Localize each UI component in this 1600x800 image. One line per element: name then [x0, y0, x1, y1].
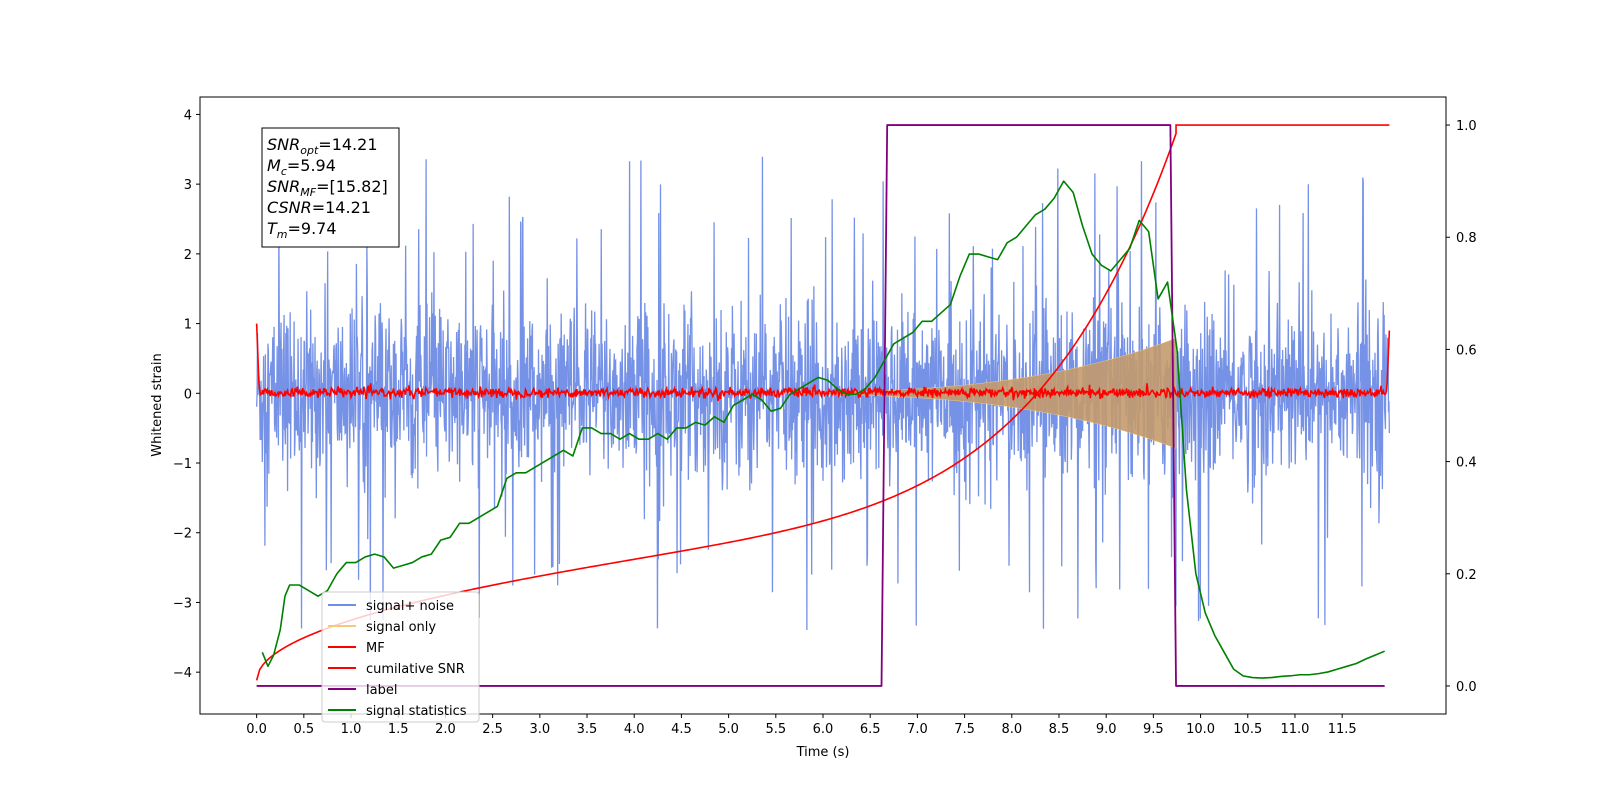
x-tick-label: 2.5 [482, 722, 503, 737]
annotation-line: SNRMF=[15.82] [267, 177, 388, 199]
x-tick-label: 7.5 [954, 722, 975, 737]
y2-tick-label: 0.8 [1456, 231, 1477, 246]
x-tick-label: 8.5 [1049, 722, 1070, 737]
y2-tick-label: 0.4 [1456, 456, 1477, 471]
annotation-box [261, 127, 400, 248]
y-tick-label: 4 [184, 108, 192, 123]
y2-tick-label: 0.6 [1456, 343, 1477, 358]
y-tick-label: −4 [173, 666, 192, 681]
y-tick-label: −2 [173, 527, 192, 542]
legend-entry: cumilative SNR [366, 662, 465, 677]
y2-tick-label: 0.0 [1456, 680, 1477, 695]
annotation-line: CSNR=14.21 [267, 198, 371, 217]
series-signal-noise [255, 156, 1391, 630]
series-mf [255, 323, 1391, 402]
annotation-line: Mc=5.94 [267, 156, 336, 178]
x-tick-label: 5.5 [765, 722, 786, 737]
x-tick-label: 4.0 [624, 722, 645, 737]
x-tick-label: 11.5 [1328, 722, 1357, 737]
x-tick-label: 8.0 [1001, 722, 1022, 737]
x-tick-label: 0.5 [293, 722, 314, 737]
x-axis-label: Time (s) [796, 745, 850, 760]
legend-entry: signal only [366, 620, 436, 635]
legend: signal+ noise signal only MF cumilative SNR… [321, 591, 480, 723]
x-tick-label: 5.0 [718, 722, 739, 737]
x-tick-label: 3.0 [529, 722, 550, 737]
x-tick-label: 1.0 [341, 722, 362, 737]
x-tick-label: 4.5 [671, 722, 692, 737]
y-axis: −4 −3 −2 −1 0 1 2 3 4 [173, 108, 200, 681]
y2-tick-label: 1.0 [1456, 119, 1477, 134]
y-tick-label: 0 [184, 387, 192, 402]
legend-entry: signal+ noise [366, 599, 454, 614]
y-tick-label: −1 [173, 457, 192, 472]
x-tick-label: 9.5 [1143, 722, 1164, 737]
series-label [256, 124, 1385, 687]
x-tick-label: 10.5 [1233, 722, 1262, 737]
y-tick-label: −3 [173, 596, 192, 611]
y2-axis: 0.0 0.2 0.4 0.6 0.8 1.0 [1446, 119, 1477, 695]
x-axis: 0.0 0.5 1.0 1.5 2.0 2.5 3.0 3.5 4.0 4.5 5.0 5.5 6.0 6… [246, 714, 1357, 737]
stats-annotation: SNRopt=14.21Mc=5.94SNRMF=[15.82]CSNR=14.… [261, 127, 400, 248]
legend-entry: MF [366, 641, 385, 656]
x-tick-label: 6.5 [860, 722, 881, 737]
legend-entry: label [366, 683, 397, 698]
y2-tick-label: 0.2 [1456, 568, 1477, 583]
x-tick-label: 7.0 [907, 722, 928, 737]
y-tick-label: 1 [184, 318, 192, 333]
y-axis-label: Whitened strain [150, 353, 165, 456]
legend-box [321, 591, 480, 723]
legend-entry: signal statistics [366, 704, 467, 719]
series-signal-statistics [261, 180, 1385, 679]
x-tick-label: 9.0 [1096, 722, 1117, 737]
x-tick-label: 10.0 [1186, 722, 1215, 737]
x-tick-label: 11.0 [1280, 722, 1309, 737]
annotation-line: SNRopt=14.21 [267, 135, 378, 157]
x-tick-label: 2.0 [435, 722, 456, 737]
y-tick-label: 2 [184, 248, 192, 263]
y-tick-label: 3 [184, 178, 192, 193]
annotation-line: Tm=9.74 [267, 219, 337, 241]
x-tick-label: 0.0 [246, 722, 267, 737]
x-tick-label: 1.5 [388, 722, 409, 737]
x-tick-label: 3.5 [577, 722, 598, 737]
x-tick-label: 6.0 [813, 722, 834, 737]
